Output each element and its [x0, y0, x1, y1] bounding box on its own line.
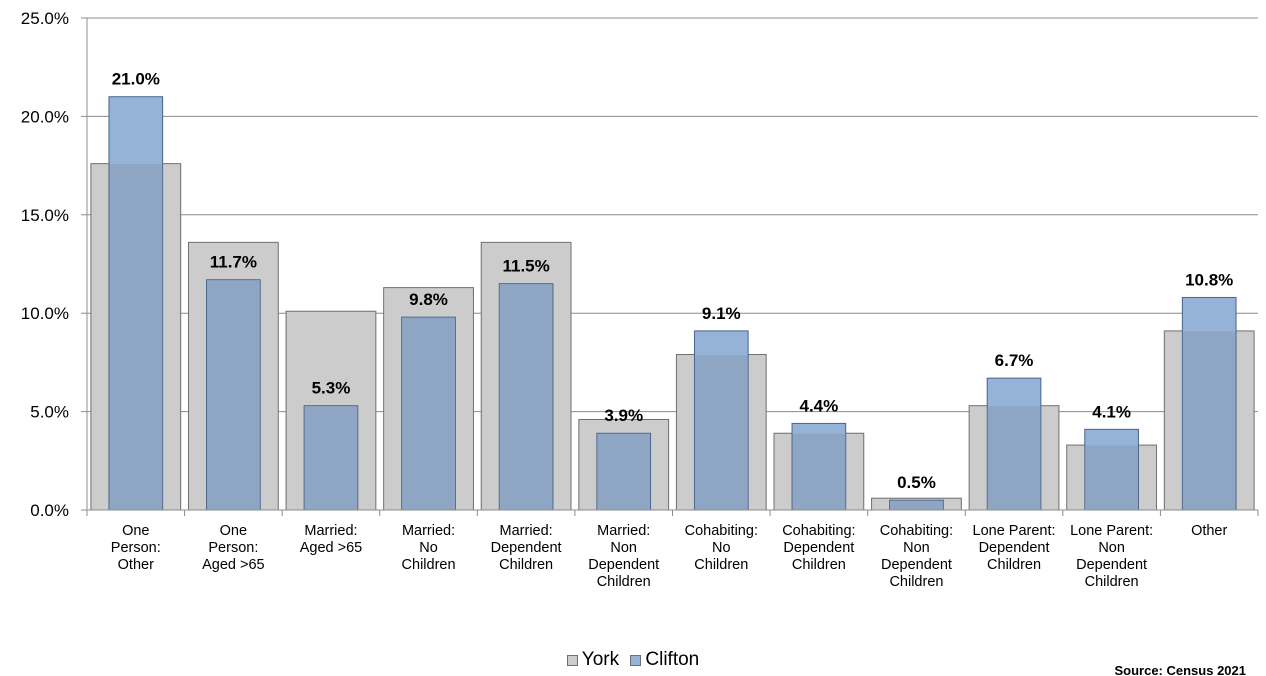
x-tick-label: Married: No Children — [402, 523, 456, 573]
x-tick-label: One Person: Aged >65 — [202, 523, 265, 573]
y-tick-label: 20.0% — [21, 107, 69, 126]
x-tick-label: Married: Aged >65 — [300, 523, 363, 556]
bar-overlap — [1182, 331, 1236, 510]
bar-overlap — [1085, 445, 1138, 510]
legend-item-york: York — [566, 649, 620, 671]
gridlines — [87, 17, 1258, 413]
bar-chart: 0.0% 5.0% 10.0% 15.0% 20.0% 25.0% 21.0% 11.7% 5… — [21, 9, 1259, 590]
data-label: 3.9% — [604, 406, 643, 425]
bar-overlap — [792, 433, 846, 510]
data-label: 10.8% — [1185, 270, 1233, 289]
data-label: 5.3% — [312, 379, 351, 398]
data-label: 4.1% — [1092, 402, 1131, 421]
bar-overlap — [499, 284, 553, 510]
data-label: 9.8% — [409, 290, 448, 309]
data-label: 11.5% — [502, 257, 549, 276]
bar-overlap — [987, 406, 1041, 510]
x-tick-label: Lone Parent: Non Dependent Children — [1070, 523, 1153, 590]
x-tick-label: Other — [1191, 523, 1227, 539]
legend-label-clifton: Clifton — [645, 649, 700, 670]
x-tick-label: Cohabiting: Non Dependent Children — [880, 523, 953, 590]
data-label: 21.0% — [112, 70, 160, 89]
data-label: 6.7% — [995, 351, 1034, 370]
data-label: 11.7% — [210, 253, 257, 272]
x-axis: One Person: Other One Person: Aged >65 Married… — [86, 509, 1259, 590]
legend-swatch-york — [566, 654, 578, 666]
y-tick-label: 5.0% — [30, 403, 69, 422]
data-label: 4.4% — [800, 396, 839, 415]
bar-overlap — [890, 500, 943, 510]
legend-label-york: York — [581, 649, 620, 670]
bar-overlap — [304, 406, 358, 510]
bar-overlap — [402, 317, 455, 510]
bar-overlap — [109, 164, 163, 510]
legend: York Clifton — [0, 649, 1266, 672]
x-tick-label: Lone Parent: Dependent Children — [973, 523, 1056, 573]
legend-swatch-clifton — [630, 654, 642, 666]
y-tick-label: 10.0% — [21, 304, 69, 323]
legend-item-clifton: Clifton — [630, 649, 699, 671]
bar-overlap — [694, 355, 748, 510]
x-tick-label: One Person: Other — [111, 523, 161, 573]
x-tick-label: Cohabiting: No Children — [685, 523, 758, 573]
data-label: 0.5% — [897, 473, 936, 492]
data-label: 9.1% — [702, 304, 741, 323]
x-tick-label: Cohabiting: Dependent Children — [782, 523, 855, 573]
data-labels: 21.0% 11.7% 5.3% 9.8% 11.5% 3.9% 9.1% 4.4% 0.5% 6… — [112, 70, 1234, 492]
bar-overlap — [597, 433, 651, 510]
y-tick-label: 25.0% — [21, 9, 69, 28]
bar-overlap — [207, 280, 260, 510]
y-axis: 0.0% 5.0% 10.0% 15.0% 20.0% 25.0% — [21, 9, 88, 520]
source-note: Source: Census 2021 — [1114, 664, 1246, 676]
y-tick-label: 0.0% — [30, 501, 69, 520]
y-tick-label: 15.0% — [21, 206, 69, 225]
x-tick-label: Married: Non Dependent Children — [588, 523, 659, 590]
bars — [90, 96, 1255, 511]
x-tick-label: Married: Dependent Children — [491, 523, 562, 573]
